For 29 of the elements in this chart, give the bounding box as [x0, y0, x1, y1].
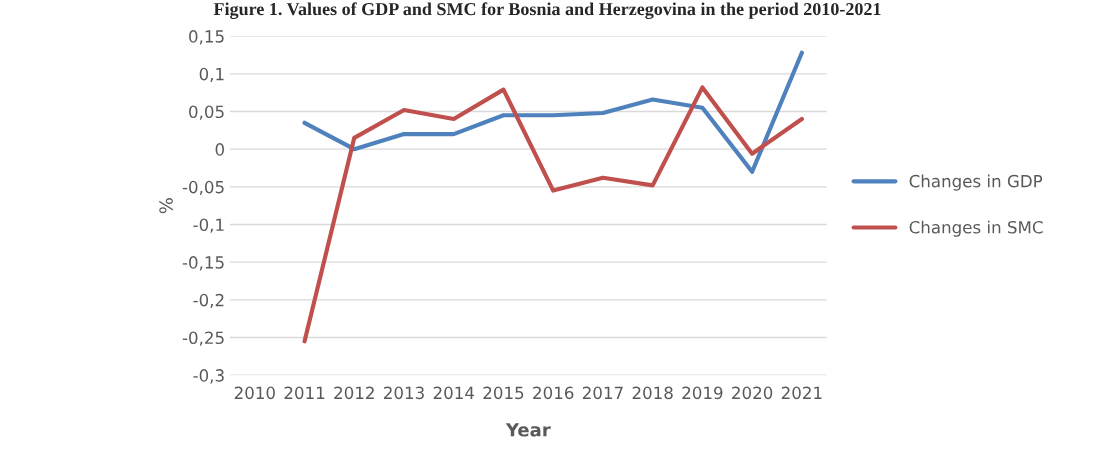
x-tick-label: 2016 — [533, 386, 574, 400]
y-tick-label: 0,05 — [189, 105, 224, 120]
legend-label: Changes in GDP — [909, 174, 1043, 191]
line-series — [302, 50, 804, 174]
y-tick-label: 0,1 — [199, 67, 224, 83]
x-tick-label: 2021 — [781, 386, 822, 400]
x-tick-label: 2014 — [433, 386, 475, 400]
y-tick-label: -0,3 — [193, 369, 224, 384]
x-axis-title: Year — [505, 423, 551, 437]
y-axis-title: % — [159, 198, 173, 214]
y-tick-label: -0,2 — [193, 293, 224, 309]
y-tick-label: 0 — [215, 143, 224, 156]
y-tick-label: -0,25 — [182, 331, 224, 346]
x-tick-label: 2013 — [384, 386, 424, 400]
x-tick-label: 2018 — [632, 386, 673, 400]
x-tick-label: 2011 — [284, 386, 325, 400]
x-tick-label: 2015 — [483, 386, 524, 400]
x-tick-label: 2019 — [682, 386, 723, 400]
y-tick-label: -0,1 — [193, 218, 224, 233]
line-series — [302, 85, 804, 344]
y-tick-label: -0,15 — [182, 256, 224, 271]
x-tick-label: 2012 — [334, 386, 374, 400]
legend-label: Changes in SMC — [909, 220, 1043, 237]
x-tick-label: 2017 — [582, 386, 623, 400]
chart-title: Figure 1. Values of GDP and SMC for Bosnia and Herzegovina in the period 2010-2021 — [213, 2, 881, 19]
y-tick-label: 0,15 — [189, 30, 224, 45]
y-tick-label: -0,05 — [182, 180, 224, 196]
x-tick-label: 2020 — [732, 386, 773, 400]
x-tick-label: 2010 — [234, 386, 275, 400]
